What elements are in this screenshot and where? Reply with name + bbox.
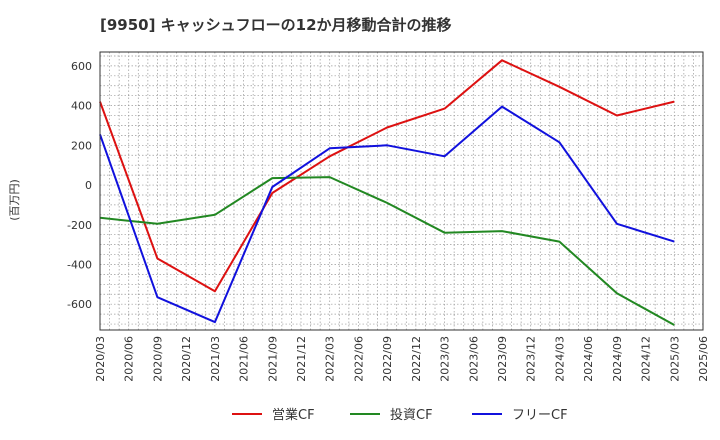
- x-tick-label: 2021/03: [209, 336, 222, 382]
- x-tick-label: 2020/03: [94, 336, 107, 382]
- x-tick-label: 2023/09: [496, 336, 509, 382]
- y-axis-label: (百万円): [8, 179, 21, 221]
- x-tick-label: 2021/09: [266, 336, 279, 382]
- x-tick-label: 2020/06: [123, 336, 136, 382]
- x-tick-label: 2020/09: [151, 336, 164, 382]
- x-tick-label: 2025/03: [668, 336, 681, 382]
- legend: 営業CF 投資CF フリーCF: [232, 407, 568, 423]
- x-tick-label: 2022/03: [324, 336, 337, 382]
- series-line-フリーCF: [99, 105, 675, 324]
- x-tick-label: 2024/12: [640, 336, 653, 382]
- series-line-営業CF: [99, 59, 675, 293]
- legend-label: 営業CF: [272, 407, 315, 423]
- x-tick-label: 2020/12: [180, 336, 193, 382]
- x-tick-label: 2022/12: [410, 336, 423, 382]
- x-tick-label: 2022/09: [381, 336, 394, 382]
- x-tick-label: 2024/06: [582, 336, 595, 382]
- grid: [99, 52, 704, 330]
- x-tick-label: 2025/06: [697, 336, 710, 382]
- x-tick-label: 2021/06: [238, 336, 251, 382]
- y-tick-label: -200: [67, 219, 92, 232]
- x-tick-label: 2023/06: [467, 336, 480, 382]
- y-tick-label: 0: [85, 179, 92, 192]
- y-tick-label: 200: [71, 139, 92, 152]
- y-tick-labels: -600 -400 -200 0 200 400 600: [67, 60, 92, 311]
- plot-frame: [99, 51, 704, 331]
- series-lines: [99, 59, 675, 326]
- y-tick-label: 600: [71, 60, 92, 73]
- x-tick-label: 2023/12: [525, 336, 538, 382]
- y-tick-label: -400: [67, 258, 92, 271]
- chart-title: [9950] キャッシュフローの12か月移動合計の推移: [100, 16, 452, 34]
- x-tick-label: 2024/03: [553, 336, 566, 382]
- x-tick-label: 2022/06: [352, 336, 365, 382]
- legend-label: フリーCF: [512, 408, 568, 423]
- x-tick-label: 2021/12: [295, 336, 308, 382]
- series-line-投資CF: [99, 176, 675, 326]
- y-tick-label: -600: [67, 298, 92, 311]
- x-tick-labels: 2020/03 2020/06 2020/09 2020/12 2021/03 2021/…: [94, 336, 710, 382]
- legend-label: 投資CF: [390, 407, 433, 423]
- y-tick-label: 400: [71, 100, 92, 113]
- x-tick-label: 2024/09: [611, 336, 624, 382]
- x-tick-label: 2023/03: [439, 336, 452, 382]
